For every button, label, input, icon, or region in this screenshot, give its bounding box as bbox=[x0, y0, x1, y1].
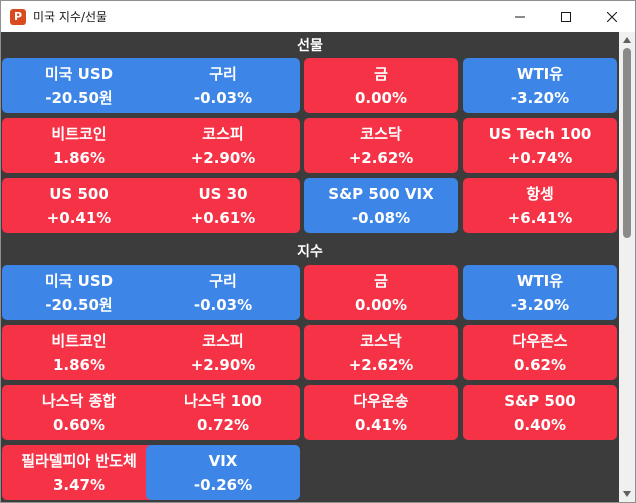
tile-value: +0.74% bbox=[507, 148, 573, 167]
index-tile[interactable]: WTI유 -3.20% bbox=[463, 265, 617, 320]
tile-value: 0.72% bbox=[196, 415, 250, 434]
index-tile[interactable]: 나스닥 100 0.72% bbox=[146, 385, 300, 440]
tile-name: 금 bbox=[374, 64, 388, 83]
close-button[interactable] bbox=[589, 1, 635, 32]
index-tile[interactable]: 다우운송 0.41% bbox=[304, 385, 458, 440]
tile-value: 0.40% bbox=[513, 415, 567, 434]
tile-value: +2.62% bbox=[348, 355, 414, 374]
tile-name: 코스피 bbox=[202, 331, 244, 350]
futures-tile[interactable]: 구리 -0.03% bbox=[146, 58, 300, 113]
tile-name: WTI유 bbox=[516, 64, 564, 83]
tile-name: 금 bbox=[374, 271, 388, 290]
title-bar[interactable]: P 미국 지수/선물 bbox=[1, 1, 635, 32]
futures-tile[interactable]: 항셍 +6.41% bbox=[463, 178, 617, 233]
tile-value: +2.90% bbox=[190, 148, 256, 167]
minimize-icon bbox=[515, 16, 525, 17]
tile-name: 미국 USD bbox=[44, 64, 114, 83]
tile-name: 필라델피아 반도체 bbox=[21, 451, 137, 470]
index-tile[interactable]: 나스닥 종합 0.60% bbox=[2, 385, 156, 440]
futures-tile[interactable]: 코스피 +2.90% bbox=[146, 118, 300, 173]
tile-value: +6.41% bbox=[507, 208, 573, 227]
futures-tile[interactable]: 금 0.00% bbox=[304, 58, 458, 113]
app-logo-icon: P bbox=[10, 8, 26, 25]
minimize-button[interactable] bbox=[497, 1, 543, 32]
index-tile[interactable]: 구리 -0.03% bbox=[146, 265, 300, 320]
tile-name: 나스닥 100 bbox=[184, 391, 262, 410]
index-tile[interactable]: 필라델피아 반도체 3.47% bbox=[2, 445, 156, 500]
tile-value: 1.86% bbox=[52, 355, 106, 374]
index-tile[interactable]: 금 0.00% bbox=[304, 265, 458, 320]
window-controls bbox=[497, 1, 635, 32]
scroll-down-button[interactable] bbox=[619, 486, 635, 502]
tile-name: 나스닥 종합 bbox=[41, 391, 117, 410]
tile-name: 다우존스 bbox=[512, 331, 568, 350]
tile-value: 0.60% bbox=[52, 415, 106, 434]
scroll-up-button[interactable] bbox=[619, 32, 635, 48]
tile-value: 3.47% bbox=[52, 475, 106, 494]
tile-name: US 30 bbox=[198, 184, 248, 203]
tile-value: 0.00% bbox=[354, 88, 408, 107]
index-tile[interactable]: 비트코인 1.86% bbox=[2, 325, 156, 380]
scroll-thumb[interactable] bbox=[623, 48, 631, 238]
tile-name: US Tech 100 bbox=[488, 124, 592, 143]
tile-value: +2.62% bbox=[348, 148, 414, 167]
futures-tile[interactable]: WTI유 -3.20% bbox=[463, 58, 617, 113]
futures-tile[interactable]: S&P 500 VIX -0.08% bbox=[304, 178, 458, 233]
tile-name: US 500 bbox=[49, 184, 109, 203]
tile-name: 항셍 bbox=[526, 184, 554, 203]
tile-value: +2.90% bbox=[190, 355, 256, 374]
tile-name: S&P 500 VIX bbox=[328, 184, 434, 203]
tile-name: 코스피 bbox=[202, 124, 244, 143]
tile-name: S&P 500 bbox=[504, 391, 576, 410]
tile-name: WTI유 bbox=[516, 271, 564, 290]
tile-value: -0.08% bbox=[351, 208, 411, 227]
tile-name: 구리 bbox=[209, 64, 237, 83]
tile-value: 1.86% bbox=[52, 148, 106, 167]
tile-name: VIX bbox=[208, 451, 238, 470]
futures-tile[interactable]: 코스닥 +2.62% bbox=[304, 118, 458, 173]
tile-name: 다우운송 bbox=[353, 391, 409, 410]
tile-value: 0.00% bbox=[354, 295, 408, 314]
tile-value: 0.62% bbox=[513, 355, 567, 374]
futures-tile[interactable]: US 30 +0.61% bbox=[146, 178, 300, 233]
futures-tile[interactable]: US Tech 100 +0.74% bbox=[463, 118, 617, 173]
caret-down-icon bbox=[623, 491, 631, 497]
tile-name: 코스닥 bbox=[360, 124, 402, 143]
index-tile[interactable]: 코스피 +2.90% bbox=[146, 325, 300, 380]
tile-value: +0.61% bbox=[190, 208, 256, 227]
tile-value: -0.03% bbox=[193, 88, 253, 107]
index-tile[interactable]: 미국 USD -20.50원 bbox=[2, 265, 156, 320]
tile-name: 구리 bbox=[209, 271, 237, 290]
section-header-indices: 지수 bbox=[297, 244, 323, 260]
tile-value: -20.50원 bbox=[45, 295, 113, 314]
tile-value: 0.41% bbox=[354, 415, 408, 434]
vertical-scrollbar[interactable] bbox=[619, 32, 635, 502]
caret-up-icon bbox=[623, 37, 631, 43]
index-tile[interactable]: VIX -0.26% bbox=[146, 445, 300, 500]
tile-value: -3.20% bbox=[510, 88, 570, 107]
tile-name: 비트코인 bbox=[51, 331, 107, 350]
maximize-button[interactable] bbox=[543, 1, 589, 32]
index-tile[interactable]: 코스닥 +2.62% bbox=[304, 325, 458, 380]
tile-value: -3.20% bbox=[510, 295, 570, 314]
futures-tile[interactable]: US 500 +0.41% bbox=[2, 178, 156, 233]
futures-tile[interactable]: 비트코인 1.86% bbox=[2, 118, 156, 173]
quote-board: 선물 미국 USD -20.50원 구리 -0.03% 금 0.00% WTI유 -3.… bbox=[1, 32, 619, 502]
tile-value: -0.03% bbox=[193, 295, 253, 314]
tile-value: -20.50원 bbox=[45, 88, 113, 107]
tile-value: +0.41% bbox=[46, 208, 112, 227]
window-title: 미국 지수/선물 bbox=[33, 10, 108, 24]
section-header-futures: 선물 bbox=[297, 38, 323, 54]
tile-name: 비트코인 bbox=[51, 124, 107, 143]
tile-name: 코스닥 bbox=[360, 331, 402, 350]
maximize-icon bbox=[561, 11, 571, 22]
index-tile[interactable]: S&P 500 0.40% bbox=[463, 385, 617, 440]
futures-tile[interactable]: 미국 USD -20.50원 bbox=[2, 58, 156, 113]
tile-name: 미국 USD bbox=[44, 271, 114, 290]
close-icon bbox=[607, 11, 617, 22]
tile-value: -0.26% bbox=[193, 475, 253, 494]
index-tile[interactable]: 다우존스 0.62% bbox=[463, 325, 617, 380]
